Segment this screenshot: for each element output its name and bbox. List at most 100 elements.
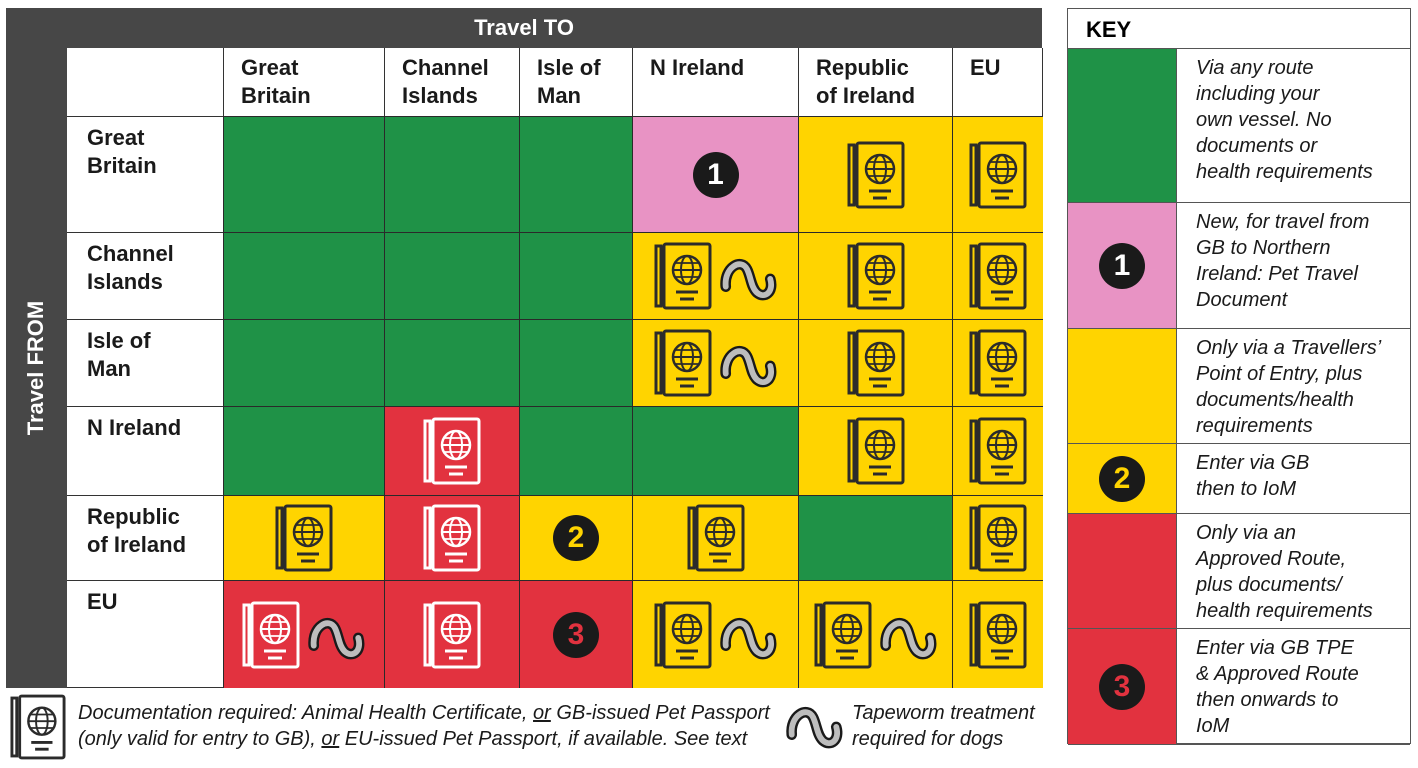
column-header: Isle of Man	[519, 48, 632, 116]
row-header-line: Great	[87, 125, 145, 150]
tapeworm-note: Tapeworm treatment required for dogs	[852, 700, 1035, 752]
passport-icon	[847, 242, 905, 310]
row-header: Great Britain	[67, 116, 223, 232]
key-swatch	[1068, 514, 1176, 628]
column-header: N Ireland	[632, 48, 798, 116]
column-header-line: Man	[537, 83, 581, 108]
matrix-cell	[798, 232, 952, 319]
row-header-line: Republic	[87, 504, 180, 529]
key-description-line: documents or	[1196, 135, 1318, 157]
key-divider	[1176, 49, 1177, 202]
row-header: Channel Islands	[67, 232, 223, 319]
matrix-cell	[223, 116, 384, 232]
key-description-line: Enter via GB	[1196, 452, 1310, 474]
passport-icon	[847, 329, 905, 397]
number-badge-icon: 3	[1099, 663, 1145, 710]
row-header-line: Channel	[87, 241, 174, 266]
key-swatch	[1068, 49, 1176, 202]
grid-line	[519, 48, 520, 116]
matrix-cell	[632, 319, 798, 406]
travel-matrix: Great Britain Channel Islands Isle of Man N Ir…	[67, 48, 1043, 688]
key-description-line: IoM	[1196, 715, 1230, 737]
matrix-cell	[384, 406, 519, 495]
row-header: Republic of Ireland	[67, 495, 223, 580]
matrix-cell	[632, 580, 798, 688]
matrix-cell	[384, 319, 519, 406]
row-header: EU	[67, 580, 223, 688]
key-description-line: requirements	[1196, 415, 1313, 437]
matrix-cell	[519, 116, 632, 232]
matrix-cell	[223, 580, 384, 688]
key-description-line: & Approved Route	[1196, 663, 1359, 685]
matrix-cell	[952, 580, 1043, 688]
key-description-line: then onwards to	[1196, 689, 1339, 711]
grid-line	[67, 406, 223, 407]
key-item: 3 Enter via GB TPE & Approved Route then on…	[1068, 629, 1410, 745]
number-badge-icon: 2	[1099, 455, 1145, 502]
key-description-line: including your	[1196, 83, 1320, 105]
tapeworm-icon	[718, 333, 778, 393]
grid-line	[952, 48, 953, 116]
grid-line	[67, 580, 223, 581]
key-description: Enter via GB then to IoM	[1196, 450, 1404, 502]
matrix-cell	[632, 232, 798, 319]
key-description-line: Document	[1196, 289, 1288, 311]
key-description-line: Enter via GB TPE	[1196, 637, 1354, 659]
key-description: Only via an Approved Route, plus documents…	[1196, 520, 1404, 624]
matrix-cell: 3	[519, 580, 632, 688]
row-header: Isle of Man	[67, 319, 223, 406]
key-description: Enter via GB TPE & Approved Route then onw…	[1196, 635, 1404, 739]
grid-line	[384, 48, 385, 116]
matrix-cell	[519, 319, 632, 406]
passport-icon	[10, 694, 66, 760]
grid-line	[223, 48, 224, 116]
matrix-cell	[798, 406, 952, 495]
matrix-cell	[384, 232, 519, 319]
key-description-line: Ireland: Pet Travel	[1196, 263, 1358, 285]
row-header-line: Islands	[87, 269, 163, 294]
matrix-cell	[952, 495, 1043, 580]
grid-line	[67, 495, 223, 496]
column-header: Great Britain	[223, 48, 384, 116]
key-panel: KEY Via any route including your own vesse…	[1067, 8, 1411, 745]
column-header-line: of Ireland	[816, 83, 916, 108]
column-header-line: EU	[970, 55, 1001, 80]
column-header-line: Republic	[816, 55, 909, 80]
number-badge-icon: 3	[553, 611, 599, 658]
documentation-line2-b: EU-issued Pet Passport, if available. Se…	[339, 728, 748, 750]
column-header-line: Britain	[241, 83, 311, 108]
passport-icon	[654, 601, 712, 669]
key-description: Via any route including your own vessel. N…	[1196, 55, 1404, 185]
row-header-line: N Ireland	[87, 415, 182, 440]
passport-icon	[969, 601, 1027, 669]
row-header-line: Britain	[87, 153, 157, 178]
footer-legend: Documentation required: Animal Health Ce…	[6, 692, 1066, 762]
passport-icon	[969, 242, 1027, 310]
matrix-cell	[519, 232, 632, 319]
column-header: EU	[952, 48, 1043, 116]
key-item: Only via an Approved Route, plus documents…	[1068, 514, 1410, 629]
matrix-cell	[223, 319, 384, 406]
matrix-cell	[384, 116, 519, 232]
key-divider	[1176, 329, 1177, 443]
key-divider	[1176, 629, 1177, 744]
column-header-line: N Ireland	[650, 55, 745, 80]
passport-icon	[847, 417, 905, 485]
key-description-line: GB to Northern	[1196, 237, 1331, 259]
grid-line	[67, 232, 223, 233]
key-item: Only via a Travellers’ Point of Entry, pl…	[1068, 329, 1410, 444]
column-header: Republic of Ireland	[798, 48, 952, 116]
key-swatch: 1	[1068, 203, 1176, 328]
travel-from-bar	[6, 48, 67, 688]
tapeworm-icon	[784, 694, 846, 756]
key-item: 2 Enter via GB then to IoM	[1068, 444, 1410, 514]
passport-icon	[969, 141, 1027, 209]
matrix-cell	[632, 495, 798, 580]
key-description-line: plus documents/	[1196, 574, 1342, 596]
passport-icon	[687, 504, 745, 572]
number-badge-icon: 1	[1099, 242, 1145, 289]
column-header-line: Isle of	[537, 55, 601, 80]
documentation-line1-or: or	[533, 702, 551, 724]
grid-line	[67, 319, 223, 320]
matrix-cell: 2	[519, 495, 632, 580]
